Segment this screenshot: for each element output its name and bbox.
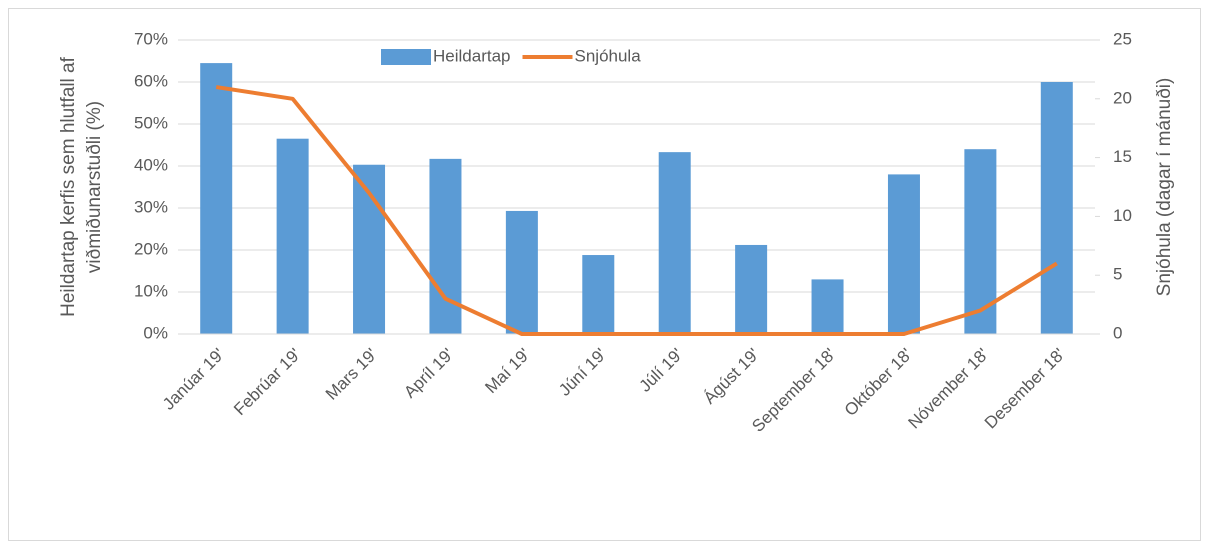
- bar: [735, 244, 768, 334]
- y-axis-title-line: viðmiðunarstuðli (%): [84, 101, 105, 273]
- y-tick-label: 0%: [143, 323, 168, 342]
- legend-label: Heildartap: [433, 46, 511, 65]
- bar: [887, 174, 920, 334]
- bar: [658, 152, 691, 334]
- legend-swatch: [381, 49, 431, 65]
- y-tick-label: 10%: [134, 281, 168, 300]
- bar: [582, 255, 615, 334]
- bar: [429, 158, 462, 334]
- y2-tick-label: 25: [1113, 29, 1132, 48]
- y-axis-title-line: Heildartap kerfis sem hlutfall af: [58, 56, 79, 316]
- bar: [964, 149, 997, 334]
- y2-tick-label: 15: [1113, 147, 1132, 166]
- y2-tick-label: 0: [1113, 323, 1122, 342]
- bar: [811, 279, 844, 334]
- bar: [276, 138, 309, 334]
- y-tick-label: 70%: [134, 29, 168, 48]
- y2-tick-label: 10: [1113, 206, 1132, 225]
- y2-tick-label: 20: [1113, 88, 1132, 107]
- y-tick-label: 60%: [134, 71, 168, 90]
- y-tick-label: 50%: [134, 113, 168, 132]
- y2-axis-title: Snjóhula (dagar í mánuði): [1154, 78, 1175, 297]
- line: [215, 85, 1058, 336]
- y-tick-label: 20%: [134, 239, 168, 258]
- bar: [1040, 82, 1073, 334]
- legend-label: Snjóhula: [575, 46, 642, 65]
- y2-tick-label: 5: [1113, 265, 1122, 284]
- bar: [200, 63, 233, 334]
- bar: [505, 210, 538, 334]
- y-axis-title: Heildartap kerfis sem hlutfall af viðmið…: [58, 56, 105, 316]
- y-tick-label: 30%: [134, 197, 168, 216]
- y-tick-label: 40%: [134, 155, 168, 174]
